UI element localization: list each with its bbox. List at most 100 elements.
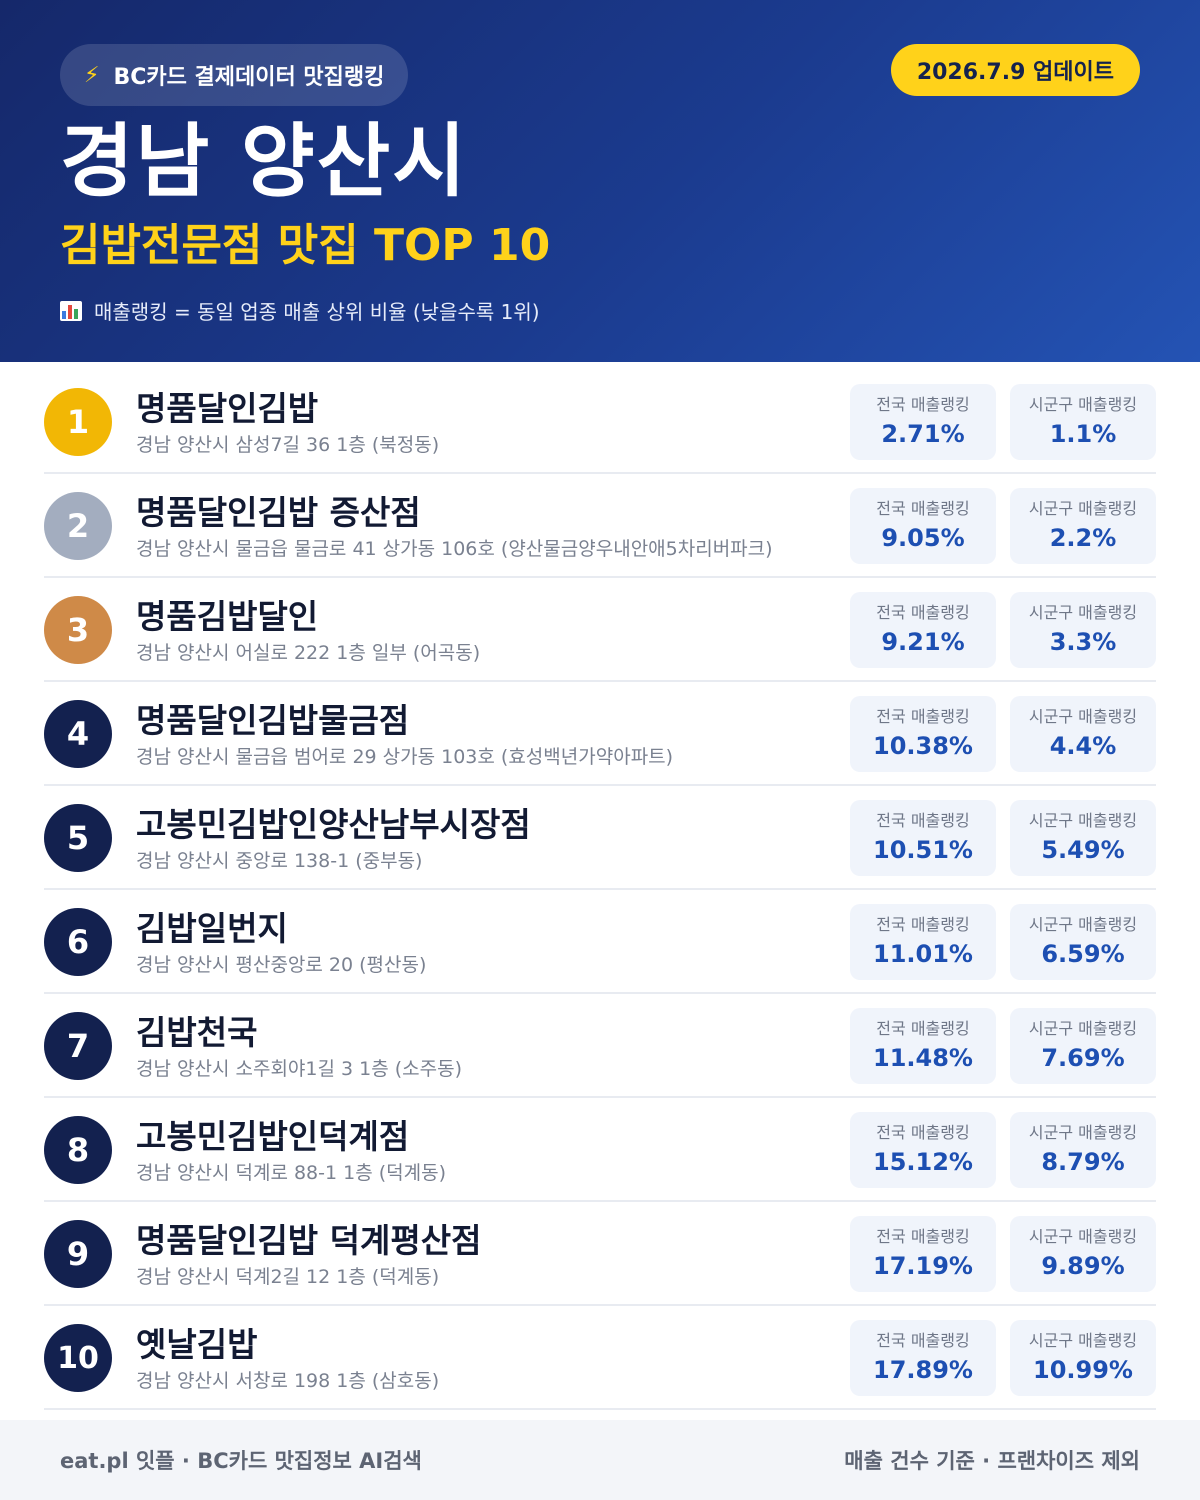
national-rank-label: 전국 매출랭킹 — [876, 811, 970, 830]
national-rank-label: 전국 매출랭킹 — [876, 915, 970, 934]
national-rank-label: 전국 매출랭킹 — [876, 1019, 970, 1038]
district-rank-value: 3.3% — [1049, 628, 1117, 656]
restaurant-name: 고봉민김밥인덕계점 — [136, 1117, 410, 1156]
rank-badge: 7 — [44, 1012, 112, 1080]
district-rank-value: 7.69% — [1041, 1044, 1125, 1072]
district-rank-box: 시군구 매출랭킹 4.4% — [1010, 696, 1156, 772]
restaurant-name: 김밥천국 — [136, 1013, 258, 1052]
district-rank-box: 시군구 매출랭킹 8.79% — [1010, 1112, 1156, 1188]
national-rank-box: 전국 매출랭킹 17.89% — [850, 1320, 996, 1396]
update-label: 2026.7.9 업데이트 — [916, 60, 1114, 85]
district-rank-label: 시군구 매출랭킹 — [1028, 395, 1138, 414]
restaurant-address: 경남 양산시 평산중앙로 20 (평산동) — [136, 954, 427, 976]
restaurant-address: 경남 양산시 물금읍 범어로 29 상가동 103호 (효성백년가약아파트) — [136, 746, 674, 768]
district-rank-label: 시군구 매출랭킹 — [1028, 915, 1138, 934]
district-rank-label: 시군구 매출랭킹 — [1028, 1123, 1138, 1142]
national-rank-box: 전국 매출랭킹 10.51% — [850, 800, 996, 876]
rank-badge: 9 — [44, 1220, 112, 1288]
ranking-legend: 매출랭킹 = 동일 업종 매출 상위 비율 (낮을수록 1위) — [60, 296, 540, 325]
national-rank-label: 전국 매출랭킹 — [876, 1227, 970, 1246]
national-rank-value: 17.19% — [873, 1252, 973, 1280]
restaurant-address: 경남 양산시 덕계2길 12 1층 (덕계동) — [136, 1266, 440, 1288]
restaurant-name: 명품달인김밥 — [136, 389, 319, 428]
national-rank-value: 17.89% — [873, 1356, 973, 1384]
ranking-row[interactable]: 9 명품달인김밥 덕계평산점 경남 양산시 덕계2길 12 1층 (덕계동) 전국 매… — [44, 1202, 1156, 1306]
restaurant-address: 경남 양산시 물금읍 물금로 41 상가동 106호 (양산물금양우내안애5차리… — [136, 538, 773, 560]
rank-badge: 2 — [44, 492, 112, 560]
bar-chart-icon — [60, 300, 82, 321]
district-rank-box: 시군구 매출랭킹 2.2% — [1010, 488, 1156, 564]
district-rank-label: 시군구 매출랭킹 — [1028, 1331, 1138, 1350]
national-rank-value: 15.12% — [873, 1148, 973, 1176]
district-rank-label: 시군구 매출랭킹 — [1028, 603, 1138, 622]
restaurant-name: 김밥일번지 — [136, 909, 288, 948]
district-rank-value: 2.2% — [1049, 524, 1117, 552]
district-rank-value: 5.49% — [1041, 836, 1125, 864]
restaurant-address: 경남 양산시 서창로 198 1층 (삼호동) — [136, 1370, 440, 1392]
rank-badge: 4 — [44, 700, 112, 768]
district-rank-box: 시군구 매출랭킹 6.59% — [1010, 904, 1156, 980]
district-rank-box: 시군구 매출랭킹 1.1% — [1010, 384, 1156, 460]
restaurant-address: 경남 양산시 덕계로 88-1 1층 (덕계동) — [136, 1162, 446, 1184]
district-rank-box: 시군구 매출랭킹 7.69% — [1010, 1008, 1156, 1084]
national-rank-label: 전국 매출랭킹 — [876, 499, 970, 518]
national-rank-label: 전국 매출랭킹 — [876, 603, 970, 622]
restaurant-name: 고봉민김밥인양산남부시장점 — [136, 805, 531, 844]
rank-badge: 8 — [44, 1116, 112, 1184]
national-rank-box: 전국 매출랭킹 10.38% — [850, 696, 996, 772]
district-rank-label: 시군구 매출랭킹 — [1028, 1227, 1138, 1246]
rank-badge: 10 — [44, 1324, 112, 1392]
national-rank-box: 전국 매출랭킹 15.12% — [850, 1112, 996, 1188]
national-rank-value: 9.05% — [881, 524, 965, 552]
national-rank-value: 10.51% — [873, 836, 973, 864]
district-rank-box: 시군구 매출랭킹 9.89% — [1010, 1216, 1156, 1292]
source-label: BC카드 결제데이터 맛집랭킹 — [113, 65, 385, 90]
district-rank-label: 시군구 매출랭킹 — [1028, 707, 1138, 726]
restaurant-name: 명품달인김밥물금점 — [136, 701, 410, 740]
national-rank-box: 전국 매출랭킹 11.01% — [850, 904, 996, 980]
district-rank-value: 10.99% — [1033, 1356, 1133, 1384]
district-rank-box: 시군구 매출랭킹 10.99% — [1010, 1320, 1156, 1396]
ranking-row[interactable]: 7 김밥천국 경남 양산시 소주회야1길 3 1층 (소주동) 전국 매출랭킹 11.4… — [44, 994, 1156, 1098]
district-rank-box: 시군구 매출랭킹 3.3% — [1010, 592, 1156, 668]
district-rank-value: 4.4% — [1049, 732, 1117, 760]
district-rank-value: 8.79% — [1041, 1148, 1125, 1176]
rank-badge: 6 — [44, 908, 112, 976]
national-rank-box: 전국 매출랭킹 2.71% — [850, 384, 996, 460]
rank-badge: 5 — [44, 804, 112, 872]
rank-badge: 1 — [44, 388, 112, 456]
restaurant-name: 옛날김밥 — [136, 1325, 258, 1364]
lightning-bolt-icon: ⚡ — [84, 62, 100, 88]
district-rank-label: 시군구 매출랭킹 — [1028, 811, 1138, 830]
national-rank-label: 전국 매출랭킹 — [876, 1331, 970, 1350]
national-rank-value: 10.38% — [873, 732, 973, 760]
ranking-row[interactable]: 3 명품김밥달인 경남 양산시 어실로 222 1층 일부 (어곡동) 전국 매출랭킹… — [44, 578, 1156, 682]
national-rank-label: 전국 매출랭킹 — [876, 1123, 970, 1142]
restaurant-address: 경남 양산시 삼성7길 36 1층 (북정동) — [136, 434, 440, 456]
national-rank-value: 11.01% — [873, 940, 973, 968]
national-rank-box: 전국 매출랭킹 9.05% — [850, 488, 996, 564]
header-banner: ⚡ BC카드 결제데이터 맛집랭킹 2026.7.9 업데이트 경남 양산시 김… — [0, 0, 1200, 362]
update-date-badge: 2026.7.9 업데이트 — [890, 44, 1140, 96]
district-rank-box: 시군구 매출랭킹 5.49% — [1010, 800, 1156, 876]
district-rank-value: 1.1% — [1049, 420, 1117, 448]
footer-note: 매출 건수 기준 · 프랜차이즈 제외 — [844, 1449, 1140, 1473]
source-badge: ⚡ BC카드 결제데이터 맛집랭킹 — [60, 44, 409, 106]
restaurant-name: 명품김밥달인 — [136, 597, 319, 636]
national-rank-box: 전국 매출랭킹 17.19% — [850, 1216, 996, 1292]
restaurant-name: 명품달인김밥 증산점 — [136, 493, 421, 532]
rank-badge: 3 — [44, 596, 112, 664]
national-rank-value: 9.21% — [881, 628, 965, 656]
footer-source: eat.pl 잇플 · BC카드 맛집정보 AI검색 — [60, 1449, 422, 1473]
district-rank-value: 9.89% — [1041, 1252, 1125, 1280]
restaurant-address: 경남 양산시 중앙로 138-1 (중부동) — [136, 850, 423, 872]
district-rank-label: 시군구 매출랭킹 — [1028, 1019, 1138, 1038]
national-rank-value: 2.71% — [881, 420, 965, 448]
